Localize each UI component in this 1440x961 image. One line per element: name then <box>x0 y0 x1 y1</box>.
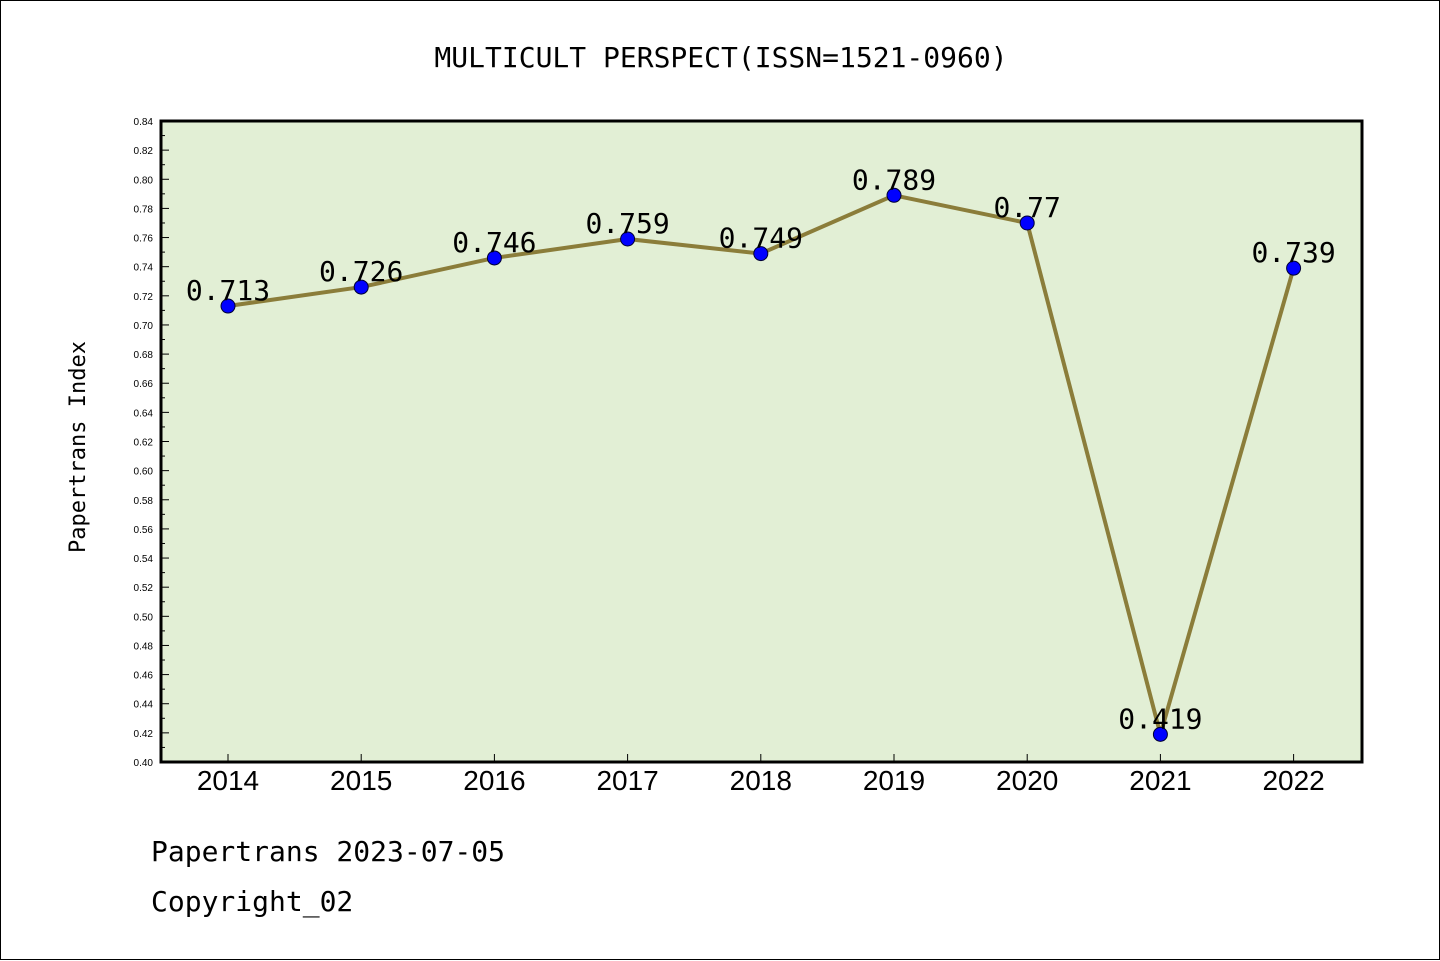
y-tick-label: 0.40 <box>134 758 154 769</box>
data-point <box>886 187 902 203</box>
data-label: 0.749 <box>719 222 803 255</box>
data-label: 0.419 <box>1118 702 1202 735</box>
data-label: 0.759 <box>585 207 669 240</box>
y-tick-label: 0.62 <box>134 438 154 449</box>
y-tick-label: 0.74 <box>134 263 154 274</box>
y-tick-label: 0.60 <box>134 467 154 478</box>
data-point <box>753 246 769 262</box>
y-axis-label: Papertrans Index <box>66 341 91 553</box>
plot-area <box>161 121 1362 762</box>
y-tick-label: 0.76 <box>134 234 154 245</box>
y-tick-label: 0.50 <box>134 612 154 623</box>
data-point <box>1152 726 1168 742</box>
x-tick-label: 2015 <box>330 765 392 796</box>
data-point <box>620 231 636 247</box>
x-tick-label: 2022 <box>1262 765 1324 796</box>
y-tick-label: 0.84 <box>134 117 154 128</box>
data-label: 0.789 <box>852 163 936 196</box>
y-tick-label: 0.56 <box>134 525 154 536</box>
data-point <box>486 250 502 266</box>
y-tick-label: 0.48 <box>134 641 154 652</box>
x-tick-label: 2018 <box>730 765 792 796</box>
y-tick-label: 0.58 <box>134 496 154 507</box>
data-point <box>220 298 236 314</box>
y-tick-label: 0.68 <box>134 350 154 361</box>
data-label: 0.77 <box>993 191 1060 224</box>
y-tick-label: 0.42 <box>134 729 154 740</box>
data-label: 0.726 <box>319 255 403 288</box>
footer-date: Papertrans 2023-07-05 <box>151 835 506 868</box>
x-tick-label: 2019 <box>863 765 925 796</box>
y-tick-label: 0.44 <box>134 700 154 711</box>
x-tick-label: 2021 <box>1129 765 1191 796</box>
data-point <box>1286 260 1302 276</box>
series-markers <box>220 187 1302 742</box>
y-tick-label: 0.80 <box>134 175 154 186</box>
x-tick-label: 2016 <box>463 765 525 796</box>
y-tick-label: 0.64 <box>134 408 154 419</box>
data-labels: 0.713 0.726 0.746 0.759 0.749 0.789 0.77 0.419 0… <box>186 163 1336 735</box>
data-label: 0.746 <box>452 226 536 259</box>
y-tick-label: 0.82 <box>134 146 154 157</box>
x-tick-label: 2020 <box>996 765 1058 796</box>
footer-copyright: Copyright_02 <box>151 885 354 918</box>
y-tick-label: 0.72 <box>134 292 154 303</box>
y-tick-label: 0.70 <box>134 321 154 332</box>
data-point <box>1019 215 1035 231</box>
data-point <box>353 279 369 295</box>
y-tick-label: 0.54 <box>134 554 154 565</box>
y-tick-label: 0.78 <box>134 204 154 215</box>
y-tick-label: 0.46 <box>134 671 154 682</box>
y-tick-label: 0.52 <box>134 583 154 594</box>
x-tick-label: 2017 <box>596 765 658 796</box>
x-tick-label: 2014 <box>197 765 259 796</box>
y-tick-label: 0.66 <box>134 379 154 390</box>
plot-border <box>159 119 1364 764</box>
data-label: 0.739 <box>1251 236 1335 269</box>
x-axis-ticks: 2014 2015 2016 2017 2018 2019 2020 2021 2022 <box>197 754 1325 796</box>
chart-title: MULTICULT PERSPECT(ISSN=1521-0960) <box>434 41 1007 74</box>
data-label: 0.713 <box>186 274 270 307</box>
